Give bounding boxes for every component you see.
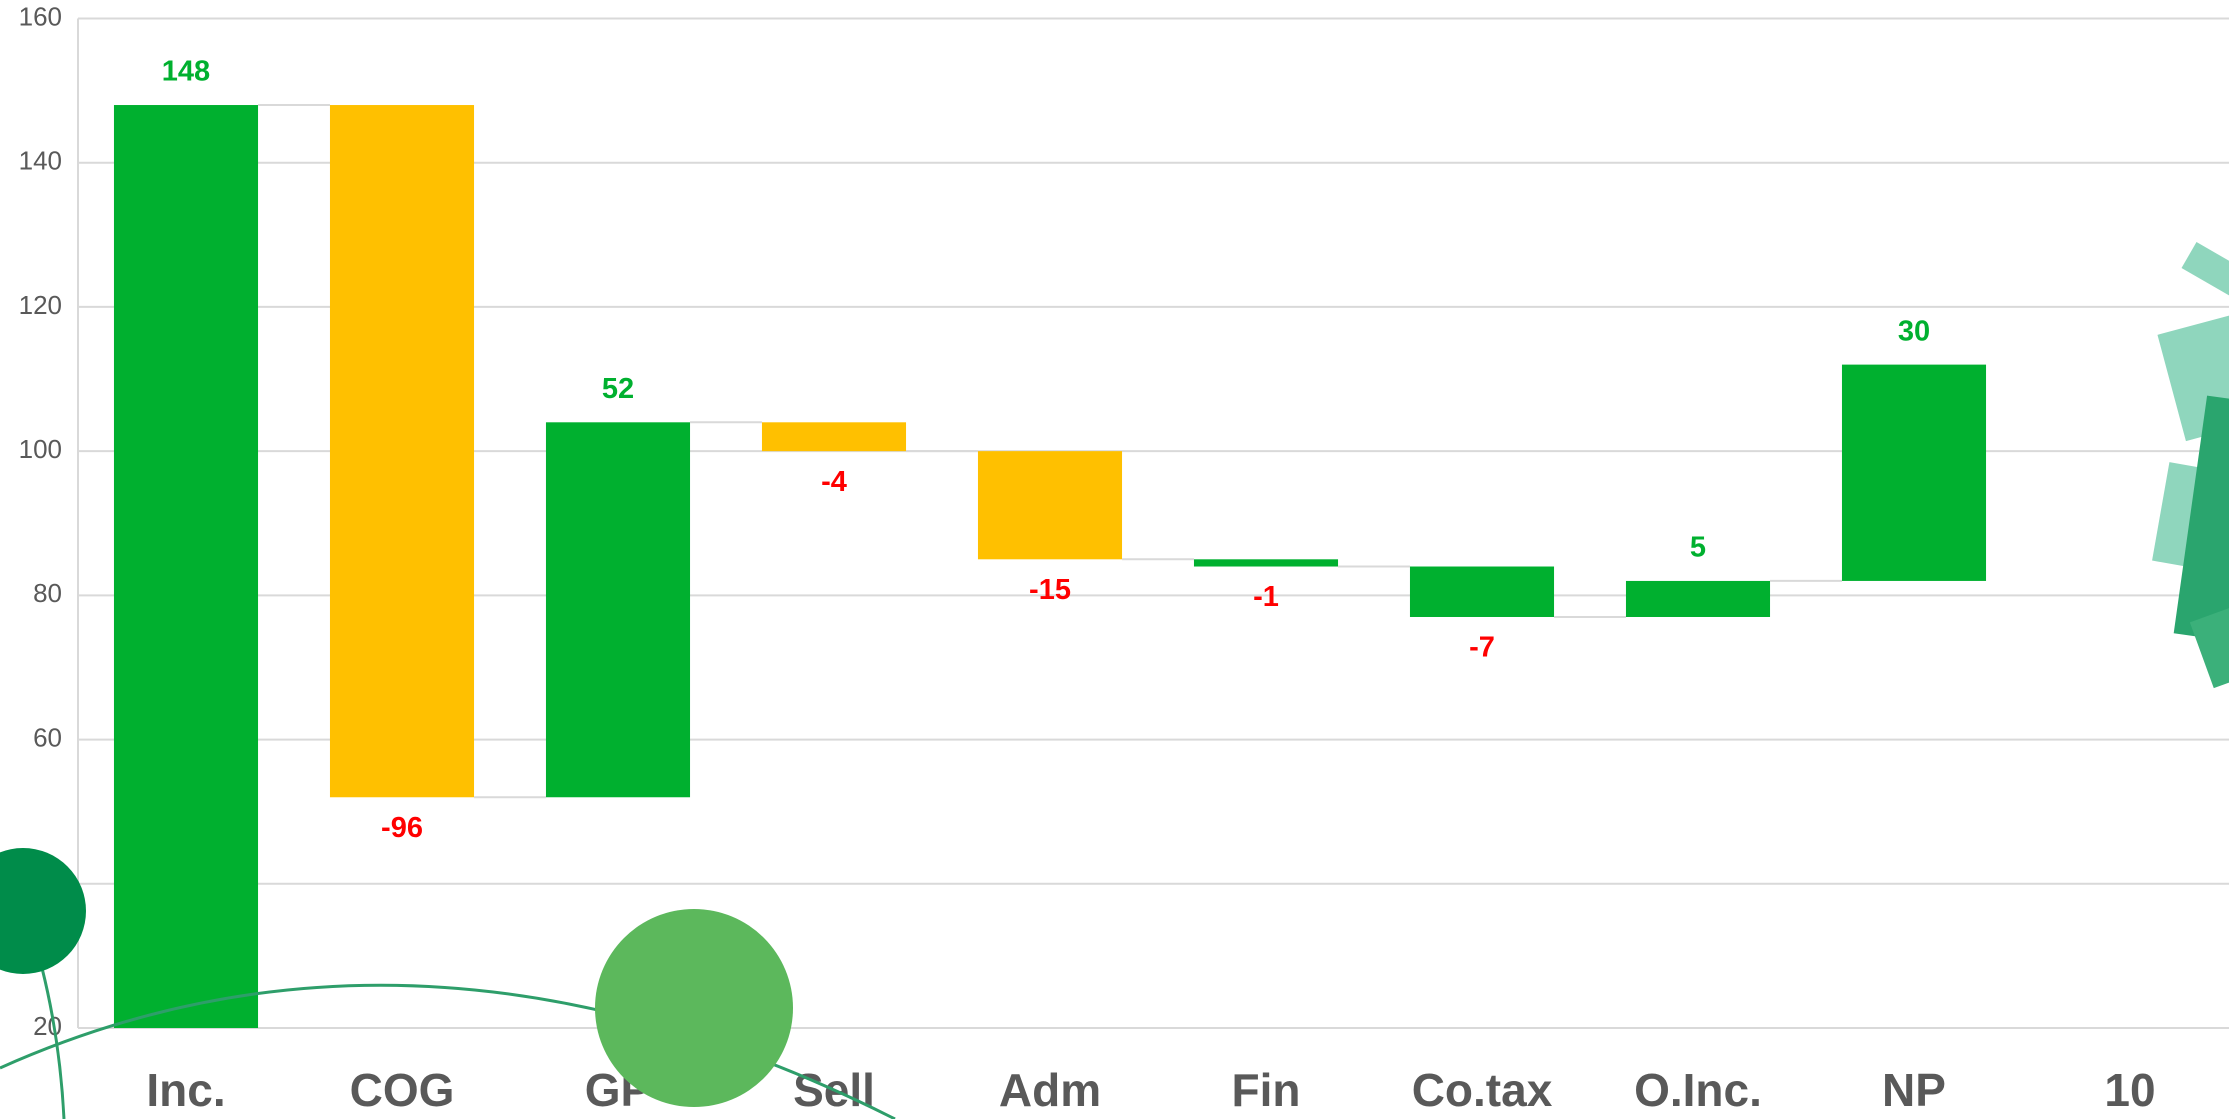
bar [1194, 559, 1338, 566]
y-tick-label: 20 [33, 1011, 62, 1041]
y-tick-label: 80 [33, 578, 62, 608]
bar [330, 105, 474, 797]
bar [1626, 581, 1770, 617]
x-tick-label: Adm [999, 1064, 1101, 1116]
y-tick-label: 140 [19, 146, 62, 176]
bar [1842, 365, 1986, 581]
page: 20 40 60 80 100 120 140 160 Inc. 148 COG -96 GP 52 Sel… [0, 0, 2229, 1119]
data-label: -96 [381, 812, 423, 844]
data-label: -1 [1253, 581, 1279, 613]
x-tick-label: GP [585, 1064, 651, 1116]
data-label: 5 [1690, 532, 1706, 564]
data-label: 30 [1898, 315, 1930, 347]
x-tick-label: NP [1882, 1064, 1946, 1116]
bar [114, 105, 258, 1028]
chart: 20 40 60 80 100 120 140 160 Inc. 148 COG -96 GP 52 Sel… [0, 0, 2229, 1119]
y-tick-label: 40 [33, 867, 62, 897]
bar [546, 422, 690, 797]
data-label: 52 [602, 373, 634, 405]
data-label: -4 [821, 466, 847, 498]
bar [1410, 567, 1554, 617]
x-tick-label: Co.tax [1412, 1064, 1553, 1116]
data-label: -15 [1029, 574, 1071, 606]
y-tick-label: 120 [19, 290, 62, 320]
x-tick-label: Inc. [146, 1064, 225, 1116]
x-tick-label: 10 [2104, 1064, 2155, 1116]
y-tick-label: 100 [19, 434, 62, 464]
data-label: 148 [162, 56, 210, 88]
bar [762, 422, 906, 451]
x-tick-label: COG [350, 1064, 455, 1116]
x-tick-label: O.Inc. [1634, 1064, 1762, 1116]
bar [978, 451, 1122, 559]
y-tick-label: 160 [19, 1, 62, 31]
x-tick-label: Sell [793, 1064, 875, 1116]
y-tick-label: 60 [33, 722, 62, 752]
x-tick-label: Fin [1232, 1064, 1301, 1116]
data-label: -7 [1469, 632, 1495, 664]
